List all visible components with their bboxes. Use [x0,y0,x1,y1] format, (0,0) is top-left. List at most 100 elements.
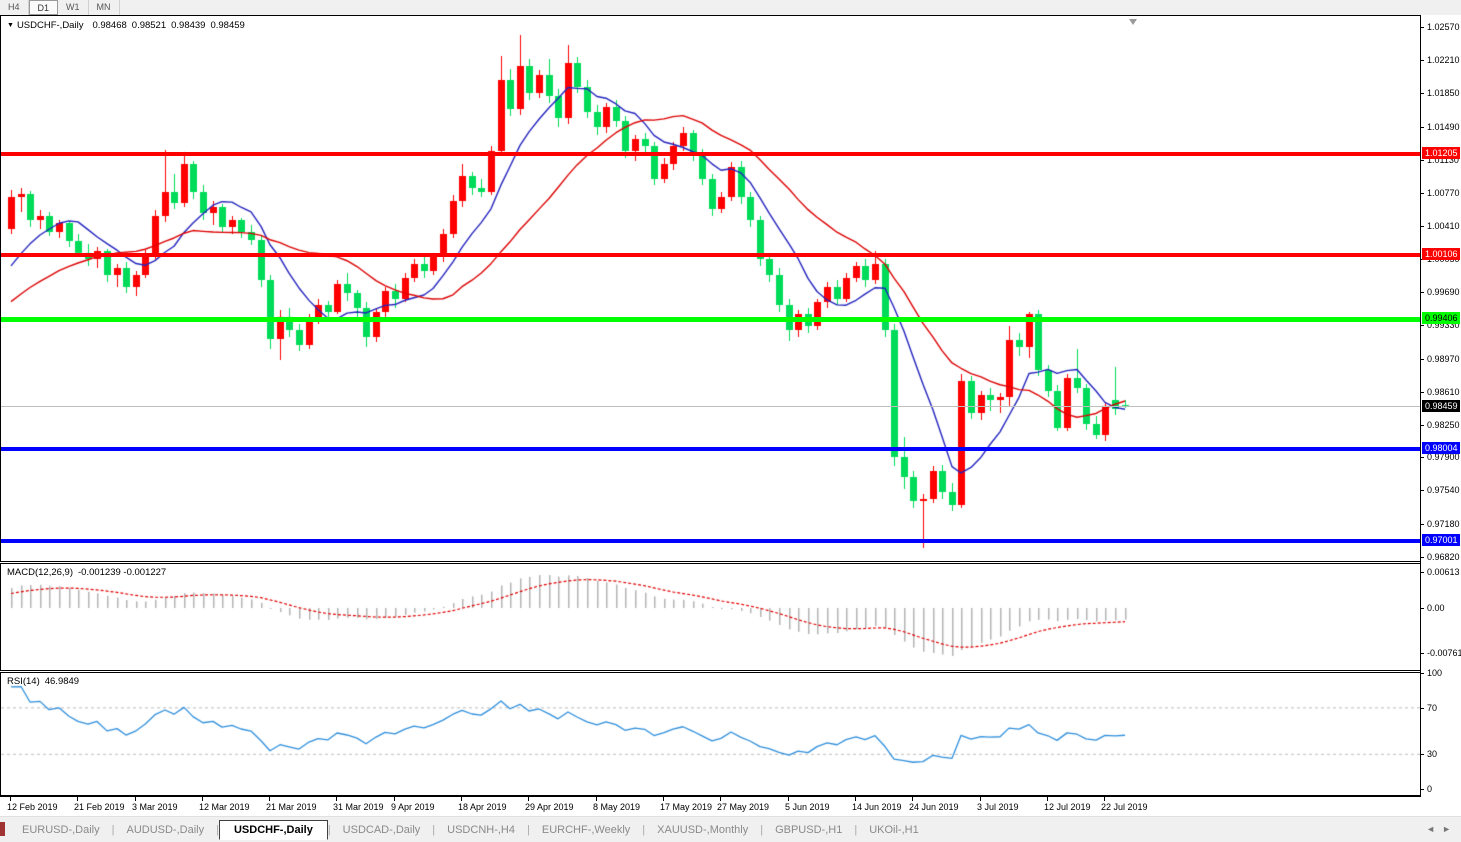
axis-tick [1421,325,1424,326]
axis-tick [1421,93,1424,94]
date-label: 8 May 2019 [593,802,641,812]
date-label: 21 Feb 2019 [74,802,125,812]
macd-canvas[interactable] [1,564,1420,670]
date-tick [269,797,270,801]
resistance-line[interactable] [1,152,1420,156]
date-tick [1104,797,1105,801]
price-axis-label: 0.99690 [1421,287,1460,297]
tab-bar-left-marker [0,822,5,836]
date-tick [528,797,529,801]
support-line[interactable] [1,539,1420,543]
chart-tab-xauusd-monthly[interactable]: XAUUSD-,Monthly [657,824,749,836]
candlestick-chart-canvas[interactable] [1,16,1420,561]
timeframe-button-d1[interactable]: D1 [28,0,59,15]
timeframe-button-h4[interactable]: H4 [0,0,29,15]
axis-tick [1421,457,1424,458]
axis-tick [1421,27,1424,28]
chart-title: ▼ USDCHF-,Daily 0.98468 0.98521 0.98439 0.984… [7,20,245,31]
date-tick [855,797,856,801]
rsi-canvas[interactable] [1,673,1420,795]
timeframe-button-mn[interactable]: MN [89,0,120,15]
tab-scroll-left-icon[interactable]: ◄ [1426,824,1435,834]
chart-symbol-label: USDCHF-,Daily [16,20,84,31]
date-label: 21 Mar 2019 [266,802,317,812]
date-label: 17 May 2019 [660,802,713,812]
macd-axis-label: -0.007612 [1421,648,1461,658]
axis-tick [1421,524,1424,525]
price-axis-label: 0.98970 [1421,354,1460,364]
date-label: 12 Feb 2019 [7,802,58,812]
tab-divider: | [527,824,530,836]
date-tick [1047,797,1048,801]
axis-tick [1421,673,1424,674]
date-label: 3 Jul 2019 [977,802,1019,812]
date-label: 18 Apr 2019 [458,802,507,812]
date-label: 24 Jun 2019 [909,802,959,812]
chart-tab-ukoil-h1[interactable]: UKOil-,H1 [869,824,919,836]
quote-high: 0.98521 [131,20,167,31]
date-tick [10,797,11,801]
price-axis-label: 0.99330 [1421,320,1460,330]
date-tick [788,797,789,801]
symbol-dropdown-icon[interactable]: ▼ [7,22,14,29]
current-price-line[interactable] [1,406,1420,407]
date-label: 12 Mar 2019 [199,802,250,812]
chart-tab-usdcad-daily[interactable]: USDCAD-,Daily [342,824,421,836]
chart-tab-gbpusd-h1[interactable]: GBPUSD-,H1 [775,824,843,836]
price-badge-0.99406: 0.99406 [1422,312,1460,324]
tab-divider: | [327,824,331,836]
axis-tick [1421,557,1424,558]
price-badge-1.00106: 1.00106 [1422,248,1460,260]
timeframe-button-w1[interactable]: W1 [58,0,89,15]
date-tick [912,797,913,801]
date-tick [135,797,136,801]
axis-tick [1421,60,1424,61]
axis-tick [1421,392,1424,393]
date-tick [77,797,78,801]
date-tick [336,797,337,801]
date-label: 31 Mar 2019 [333,802,384,812]
rsi-value: 46.9849 [44,676,80,687]
chart-tab-eurchf-weekly[interactable]: EURCHF-,Weekly [541,824,631,836]
price-shift-marker-icon[interactable] [1129,19,1137,25]
tab-divider: | [432,824,436,836]
rsi-label: RSI(14) 46.9849 [7,676,80,687]
date-tick [202,797,203,801]
date-label: 12 Jul 2019 [1044,802,1091,812]
chart-tab-eurusd-daily[interactable]: EURUSD-,Daily [22,824,100,836]
price-axis-label: 1.02570 [1421,22,1460,32]
date-tick [461,797,462,801]
macd-axis-label: 0.00 [1421,603,1445,613]
pivot-line[interactable] [1,317,1420,322]
tab-divider: | [854,824,858,836]
tab-scroll-right-icon[interactable]: ► [1442,824,1451,834]
support-line[interactable] [1,447,1420,451]
tab-divider: | [642,824,646,836]
chart-tab-bar: EURUSD-,Daily | AUDUSD-,Daily | USDCHF-,Dail… [0,816,1461,842]
time-axis[interactable]: 12 Feb 2019 21 Feb 2019 3 Mar 2019 12 Mar 2… [0,796,1421,816]
axis-tick [1421,754,1424,755]
price-chart-panel[interactable]: ▼ USDCHF-,Daily 0.98468 0.98521 0.98439 0.984… [0,15,1421,562]
date-tick [720,797,721,801]
tab-strip: EURUSD-,Daily | AUDUSD-,Daily | USDCHF-,Dail… [10,819,931,841]
resistance-line[interactable] [1,253,1420,257]
price-axis-label: 0.96820 [1421,552,1460,562]
quote-low: 0.98439 [171,20,206,31]
chart-tab-usdchf-daily[interactable]: USDCHF-,Daily [218,820,328,840]
chart-tab-audusd-daily[interactable]: AUDUSD-,Daily [126,824,205,836]
axis-tick [1421,490,1424,491]
price-axis-label: 1.01130 [1421,155,1459,165]
date-tick [663,797,664,801]
rsi-panel[interactable]: RSI(14) 46.9849 [0,672,1421,796]
date-label: 3 Mar 2019 [132,802,178,812]
timeframe-toolbar: H4 D1 W1 MN [0,0,1461,16]
date-tick [980,797,981,801]
axis-tick [1421,572,1424,573]
macd-label: MACD(12,26,9) -0.001239 -0.001227 [7,567,167,578]
price-badge-0.98004: 0.98004 [1422,442,1460,454]
price-axis[interactable]: 1.01205 1.00106 0.99406 0.98459 0.98004 0.970… [1420,15,1461,796]
macd-panel[interactable]: MACD(12,26,9) -0.001239 -0.001227 [0,563,1421,671]
price-badge-0.97001: 0.97001 [1422,534,1460,546]
chart-tab-usdcnh-h4[interactable]: USDCNH-,H4 [447,824,515,836]
